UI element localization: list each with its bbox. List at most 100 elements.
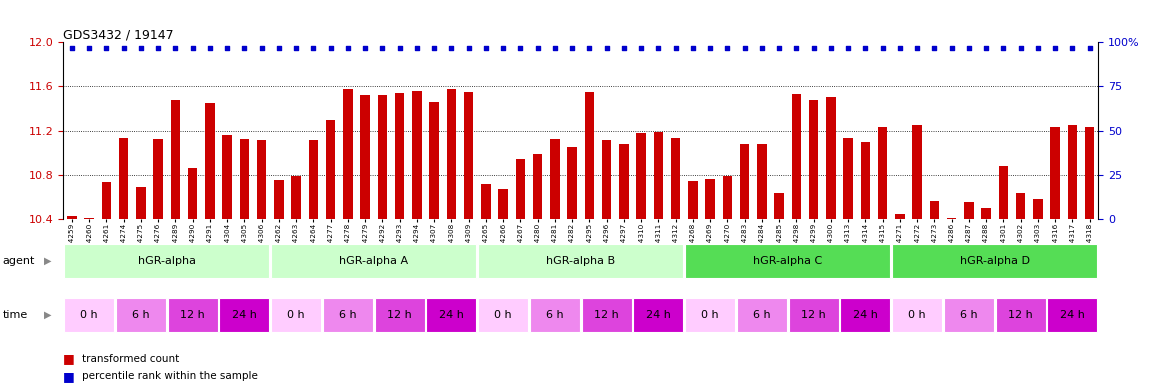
Text: 24 h: 24 h — [646, 310, 670, 320]
Bar — [685, 298, 735, 332]
Text: time: time — [2, 310, 28, 320]
Point — [1081, 45, 1099, 51]
Bar — [826, 98, 836, 219]
Point — [356, 45, 375, 51]
Point — [821, 45, 839, 51]
Point — [218, 45, 237, 51]
Point — [1029, 45, 1048, 51]
Bar — [912, 125, 922, 219]
Bar — [136, 187, 146, 219]
Point — [97, 45, 115, 51]
Bar — [116, 298, 166, 332]
Text: 24 h: 24 h — [1060, 310, 1084, 320]
Bar — [722, 176, 733, 219]
Bar — [343, 89, 353, 219]
Text: ▶: ▶ — [44, 256, 52, 266]
Text: 0 h: 0 h — [81, 310, 98, 320]
Bar — [239, 139, 250, 219]
Bar — [946, 218, 957, 219]
Point — [184, 45, 202, 51]
Point — [1046, 45, 1065, 51]
Bar — [757, 144, 767, 219]
Point — [373, 45, 391, 51]
Point — [546, 45, 565, 51]
Point — [598, 45, 616, 51]
Text: transformed count: transformed count — [82, 354, 179, 364]
Point — [683, 45, 702, 51]
Text: 12 h: 12 h — [595, 310, 619, 320]
Text: 0 h: 0 h — [494, 310, 512, 320]
Bar — [463, 92, 474, 219]
Bar — [429, 102, 439, 219]
Bar — [981, 208, 991, 219]
Bar — [582, 298, 631, 332]
Bar — [325, 119, 336, 219]
Bar — [412, 91, 422, 219]
Text: 6 h: 6 h — [339, 310, 356, 320]
Text: hGR-alpha C: hGR-alpha C — [753, 256, 822, 266]
Bar — [877, 127, 888, 219]
Point — [288, 45, 306, 51]
Bar — [168, 298, 217, 332]
Bar — [498, 189, 508, 219]
Point — [494, 45, 513, 51]
Text: hGR-alpha A: hGR-alpha A — [339, 256, 408, 266]
Bar — [394, 93, 405, 219]
Point — [200, 45, 218, 51]
Bar — [427, 298, 476, 332]
Text: 24 h: 24 h — [232, 310, 256, 320]
Bar — [653, 132, 664, 219]
Text: 12 h: 12 h — [802, 310, 826, 320]
Bar — [964, 202, 974, 219]
Point — [702, 45, 720, 51]
Point — [925, 45, 943, 51]
Bar — [944, 298, 994, 332]
Bar — [1067, 125, 1078, 219]
Bar — [101, 182, 112, 219]
Point — [856, 45, 875, 51]
Point — [407, 45, 426, 51]
Point — [511, 45, 529, 51]
Point — [1012, 45, 1030, 51]
Text: hGR-alpha: hGR-alpha — [138, 256, 196, 266]
Bar — [774, 194, 784, 219]
Point — [150, 45, 168, 51]
Point — [477, 45, 496, 51]
Bar — [843, 138, 853, 219]
Bar — [375, 298, 424, 332]
Bar — [895, 215, 905, 219]
Bar — [222, 135, 232, 219]
Text: 6 h: 6 h — [546, 310, 564, 320]
Point — [62, 45, 81, 51]
Text: 12 h: 12 h — [1009, 310, 1033, 320]
Bar — [929, 201, 940, 219]
Bar — [515, 159, 526, 219]
Text: 6 h: 6 h — [132, 310, 150, 320]
Text: 0 h: 0 h — [702, 310, 719, 320]
Bar — [892, 298, 942, 332]
Point — [529, 45, 547, 51]
Bar — [737, 298, 787, 332]
Bar — [1050, 127, 1060, 219]
Bar — [584, 92, 595, 219]
Bar — [64, 298, 114, 332]
Point — [667, 45, 685, 51]
Bar — [636, 133, 646, 219]
Bar — [670, 138, 681, 219]
Point — [840, 45, 858, 51]
Point — [752, 45, 770, 51]
Bar — [841, 298, 890, 332]
Bar — [998, 166, 1009, 219]
Point — [787, 45, 805, 51]
Bar — [1084, 127, 1095, 219]
Text: hGR-alpha B: hGR-alpha B — [546, 256, 615, 266]
Text: ■: ■ — [63, 353, 75, 366]
Bar — [271, 298, 321, 332]
Point — [253, 45, 271, 51]
Bar — [739, 144, 750, 219]
Text: hGR-alpha D: hGR-alpha D — [960, 256, 1029, 266]
Bar — [601, 141, 612, 219]
Bar — [550, 139, 560, 219]
Bar — [187, 168, 198, 219]
Text: agent: agent — [2, 256, 34, 266]
